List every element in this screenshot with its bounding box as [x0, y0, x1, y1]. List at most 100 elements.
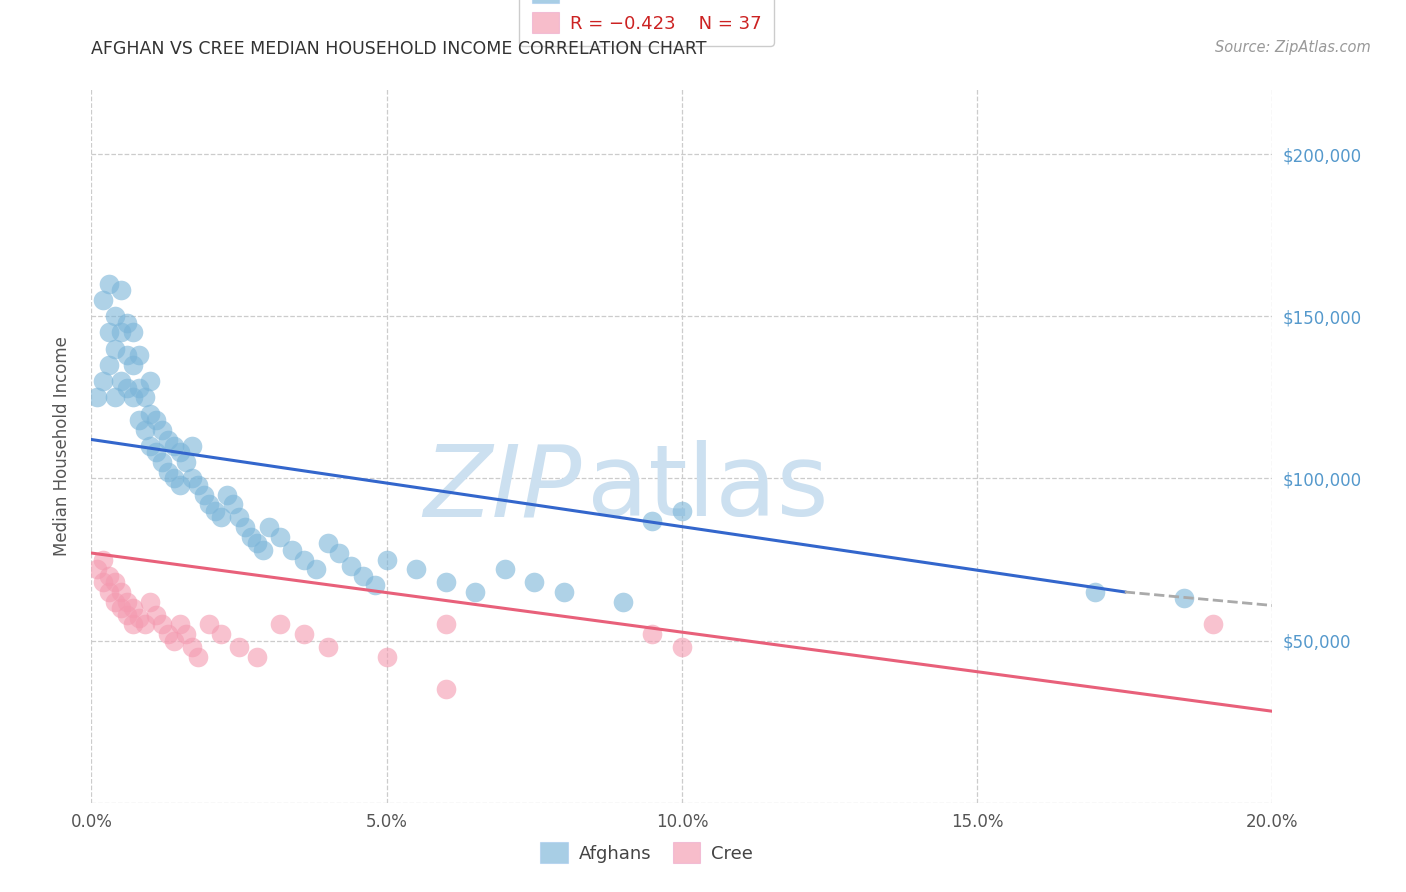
Point [228, 510, 250, 524]
Point [104, 342, 127, 356]
Point [139, 439, 162, 453]
Point [150, 617, 173, 632]
Point [91, 575, 114, 590]
Point [174, 627, 197, 641]
Point [163, 439, 186, 453]
Point [187, 478, 209, 492]
Point [228, 640, 250, 654]
Point [110, 283, 132, 297]
Point [115, 348, 138, 362]
Point [198, 497, 221, 511]
Point [104, 575, 127, 590]
Point [139, 595, 162, 609]
Point [110, 374, 132, 388]
Point [209, 627, 232, 641]
Point [375, 649, 398, 664]
Point [671, 640, 693, 654]
Point [671, 504, 693, 518]
Point [115, 316, 138, 330]
Point [316, 640, 339, 654]
Point [128, 611, 150, 625]
Legend: Afghans, Cree: Afghans, Cree [527, 830, 765, 876]
Point [316, 536, 339, 550]
Point [641, 514, 664, 528]
Point [121, 617, 143, 632]
Point [204, 504, 226, 518]
Point [86, 562, 108, 576]
Point [222, 497, 245, 511]
Point [523, 575, 546, 590]
Point [364, 578, 387, 592]
Point [641, 627, 664, 641]
Point [246, 536, 269, 550]
Text: atlas: atlas [588, 441, 830, 537]
Point [612, 595, 634, 609]
Point [157, 433, 180, 447]
Point [145, 445, 167, 459]
Point [98, 585, 121, 599]
Point [110, 585, 132, 599]
Point [269, 530, 291, 544]
Point [375, 552, 398, 566]
Point [115, 595, 138, 609]
Point [91, 552, 114, 566]
Point [305, 562, 328, 576]
Point [115, 607, 138, 622]
Point [91, 293, 114, 307]
Point [91, 374, 114, 388]
Point [434, 575, 457, 590]
Point [104, 595, 127, 609]
Point [139, 407, 162, 421]
Point [145, 607, 167, 622]
Point [150, 455, 173, 469]
Point [269, 617, 291, 632]
Point [98, 568, 121, 582]
Point [86, 390, 108, 404]
Point [328, 546, 350, 560]
Point [157, 627, 180, 641]
Point [121, 326, 143, 340]
Point [405, 562, 427, 576]
Point [169, 617, 191, 632]
Point [434, 617, 457, 632]
Text: ZIP: ZIP [423, 441, 582, 537]
Point [494, 562, 516, 576]
Point [1202, 617, 1225, 632]
Point [134, 390, 156, 404]
Point [434, 682, 457, 697]
Point [121, 358, 143, 372]
Point [104, 310, 127, 324]
Point [128, 413, 150, 427]
Point [553, 585, 575, 599]
Point [157, 465, 180, 479]
Point [121, 601, 143, 615]
Point [1084, 585, 1107, 599]
Point [150, 423, 173, 437]
Text: Source: ZipAtlas.com: Source: ZipAtlas.com [1215, 40, 1371, 55]
Point [187, 649, 209, 664]
Point [110, 326, 132, 340]
Point [145, 413, 167, 427]
Point [174, 455, 197, 469]
Point [115, 381, 138, 395]
Point [180, 439, 202, 453]
Text: AFGHAN VS CREE MEDIAN HOUSEHOLD INCOME CORRELATION CHART: AFGHAN VS CREE MEDIAN HOUSEHOLD INCOME C… [91, 40, 707, 58]
Point [134, 617, 156, 632]
Y-axis label: Median Household Income: Median Household Income [52, 336, 70, 556]
Point [292, 627, 315, 641]
Point [281, 542, 304, 557]
Point [110, 601, 132, 615]
Point [180, 640, 202, 654]
Point [257, 520, 280, 534]
Point [180, 471, 202, 485]
Point [169, 445, 191, 459]
Point [209, 510, 232, 524]
Point [246, 649, 269, 664]
Point [98, 277, 121, 291]
Point [169, 478, 191, 492]
Point [163, 633, 186, 648]
Point [128, 348, 150, 362]
Point [104, 390, 127, 404]
Point [98, 326, 121, 340]
Point [352, 568, 374, 582]
